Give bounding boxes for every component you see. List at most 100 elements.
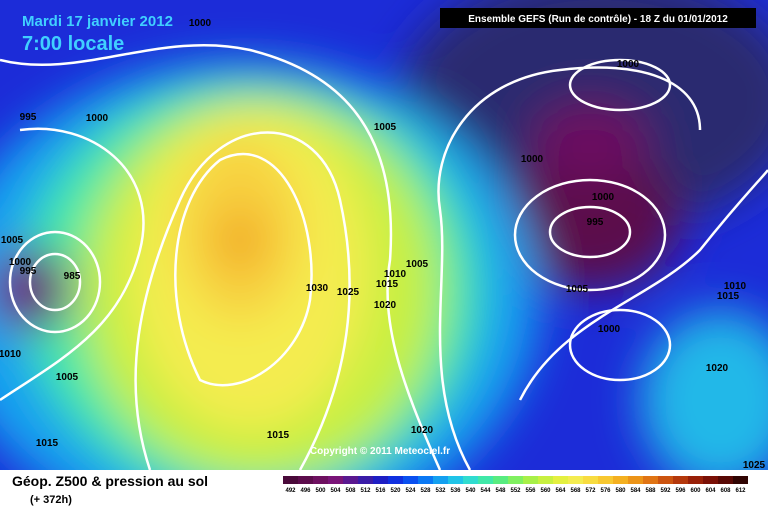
isobar-label: 1015: [717, 291, 740, 302]
time: 7:00 locale: [22, 33, 124, 55]
isobar-label: 1000: [86, 113, 109, 124]
legend-level: 568: [570, 488, 581, 494]
legend-swatch: [688, 476, 703, 484]
isobars: [0, 43, 768, 471]
legend-swatch: [673, 476, 688, 484]
legend-level: 496: [300, 488, 311, 494]
date: Mardi 17 janvier 2012: [22, 13, 173, 30]
legend-level: 608: [720, 488, 731, 494]
legend-subtitle: (+ 372h): [30, 494, 72, 506]
isobar-label: 1000: [189, 18, 212, 29]
legend-swatch: [433, 476, 448, 484]
legend-swatch: [583, 476, 598, 484]
legend-swatch: [658, 476, 673, 484]
legend-swatch: [508, 476, 523, 484]
isobar-label: 1000: [9, 257, 32, 268]
isobar-label: 1000: [617, 59, 640, 70]
isobar-label: 1000: [592, 192, 615, 203]
isobar-label: 1015: [267, 430, 290, 441]
legend-level: 516: [375, 488, 386, 494]
isobar-label: 1015: [36, 438, 59, 449]
legend-level: 492: [285, 488, 296, 494]
legend-level: 528: [420, 488, 431, 494]
legend-swatch: [553, 476, 568, 484]
legend-swatch: [598, 476, 613, 484]
isobar-label: 995: [20, 266, 37, 277]
legend-level: 588: [645, 488, 656, 494]
legend-swatch: [493, 476, 508, 484]
legend-swatch: [628, 476, 643, 484]
legend-level: 564: [555, 488, 566, 494]
isobar-label: 1010: [384, 269, 407, 280]
legend-swatch: [643, 476, 658, 484]
legend-level: 576: [600, 488, 611, 494]
legend-level: 504: [330, 488, 341, 494]
copyright: Copyright © 2011 Meteociel.fr: [310, 446, 450, 457]
isobar-label: 995: [587, 217, 604, 228]
isobar-label: 1020: [706, 363, 729, 374]
legend-swatch: [283, 476, 298, 484]
isobar-label: 1005: [374, 122, 397, 133]
isobar-label: 995: [20, 112, 37, 123]
legend-swatch: [568, 476, 583, 484]
isobar-label: 1010: [0, 349, 22, 360]
legend-level: 552: [510, 488, 521, 494]
legend-level: 600: [690, 488, 701, 494]
legend-swatch: [418, 476, 433, 484]
isobar-label: 1000: [521, 154, 544, 165]
legend-swatch: [523, 476, 538, 484]
legend-level: 500: [315, 488, 326, 494]
legend-swatch: [343, 476, 358, 484]
legend-swatch: [328, 476, 343, 484]
legend-level: 580: [615, 488, 626, 494]
legend-swatch: [538, 476, 553, 484]
isobar-label: 1030: [306, 283, 329, 294]
run-box: [440, 8, 756, 28]
legend-swatch: [478, 476, 493, 484]
isobar-label: 1005: [56, 372, 79, 383]
legend-level: 604: [705, 488, 716, 494]
legend-swatch: [703, 476, 718, 484]
legend-swatch: [718, 476, 733, 484]
isobar-label: 1025: [337, 287, 360, 298]
legend-level: 556: [525, 488, 536, 494]
isobar-label: 985: [64, 271, 81, 282]
legend-level: 512: [360, 488, 371, 494]
isobar-label: 1015: [376, 279, 399, 290]
legend-level: 536: [450, 488, 461, 494]
legend-swatch: [358, 476, 373, 484]
legend-level: 508: [345, 488, 356, 494]
legend-swatch: [463, 476, 478, 484]
legend-swatch: [388, 476, 403, 484]
isobar-label: 1020: [411, 425, 434, 436]
legend-level: 596: [675, 488, 686, 494]
legend-level: 540: [465, 488, 476, 494]
legend-swatch: [403, 476, 418, 484]
legend-level: 520: [390, 488, 401, 494]
legend-swatch: [373, 476, 388, 484]
legend-level: 592: [660, 488, 671, 494]
isobar-label: 1005: [566, 284, 589, 295]
legend-level: 560: [540, 488, 551, 494]
isobar-label: 1005: [406, 259, 429, 270]
legend-title: Géop. Z500 & pression au sol: [12, 473, 208, 489]
legend-level: 584: [630, 488, 641, 494]
legend-level: 548: [495, 488, 506, 494]
isobar-label: 1000: [598, 324, 621, 335]
legend-swatch: [613, 476, 628, 484]
isobar-label: 1005: [1, 235, 24, 246]
isobar-label: 1010: [724, 281, 747, 292]
legend-level: 524: [405, 488, 416, 494]
isobar-label: 1020: [374, 300, 397, 311]
legend-swatch: [448, 476, 463, 484]
legend-swatch: [733, 476, 748, 484]
legend-level: 544: [480, 488, 491, 494]
legend-swatch: [313, 476, 328, 484]
legend-level: 572: [585, 488, 596, 494]
run: Ensemble GEFS (Run de contrôle) - 18 Z d…: [468, 14, 728, 25]
isobar-label: 1025: [743, 460, 766, 471]
legend-level: 532: [435, 488, 446, 494]
legend-swatch: [298, 476, 313, 484]
legend-level: 612: [735, 488, 746, 494]
